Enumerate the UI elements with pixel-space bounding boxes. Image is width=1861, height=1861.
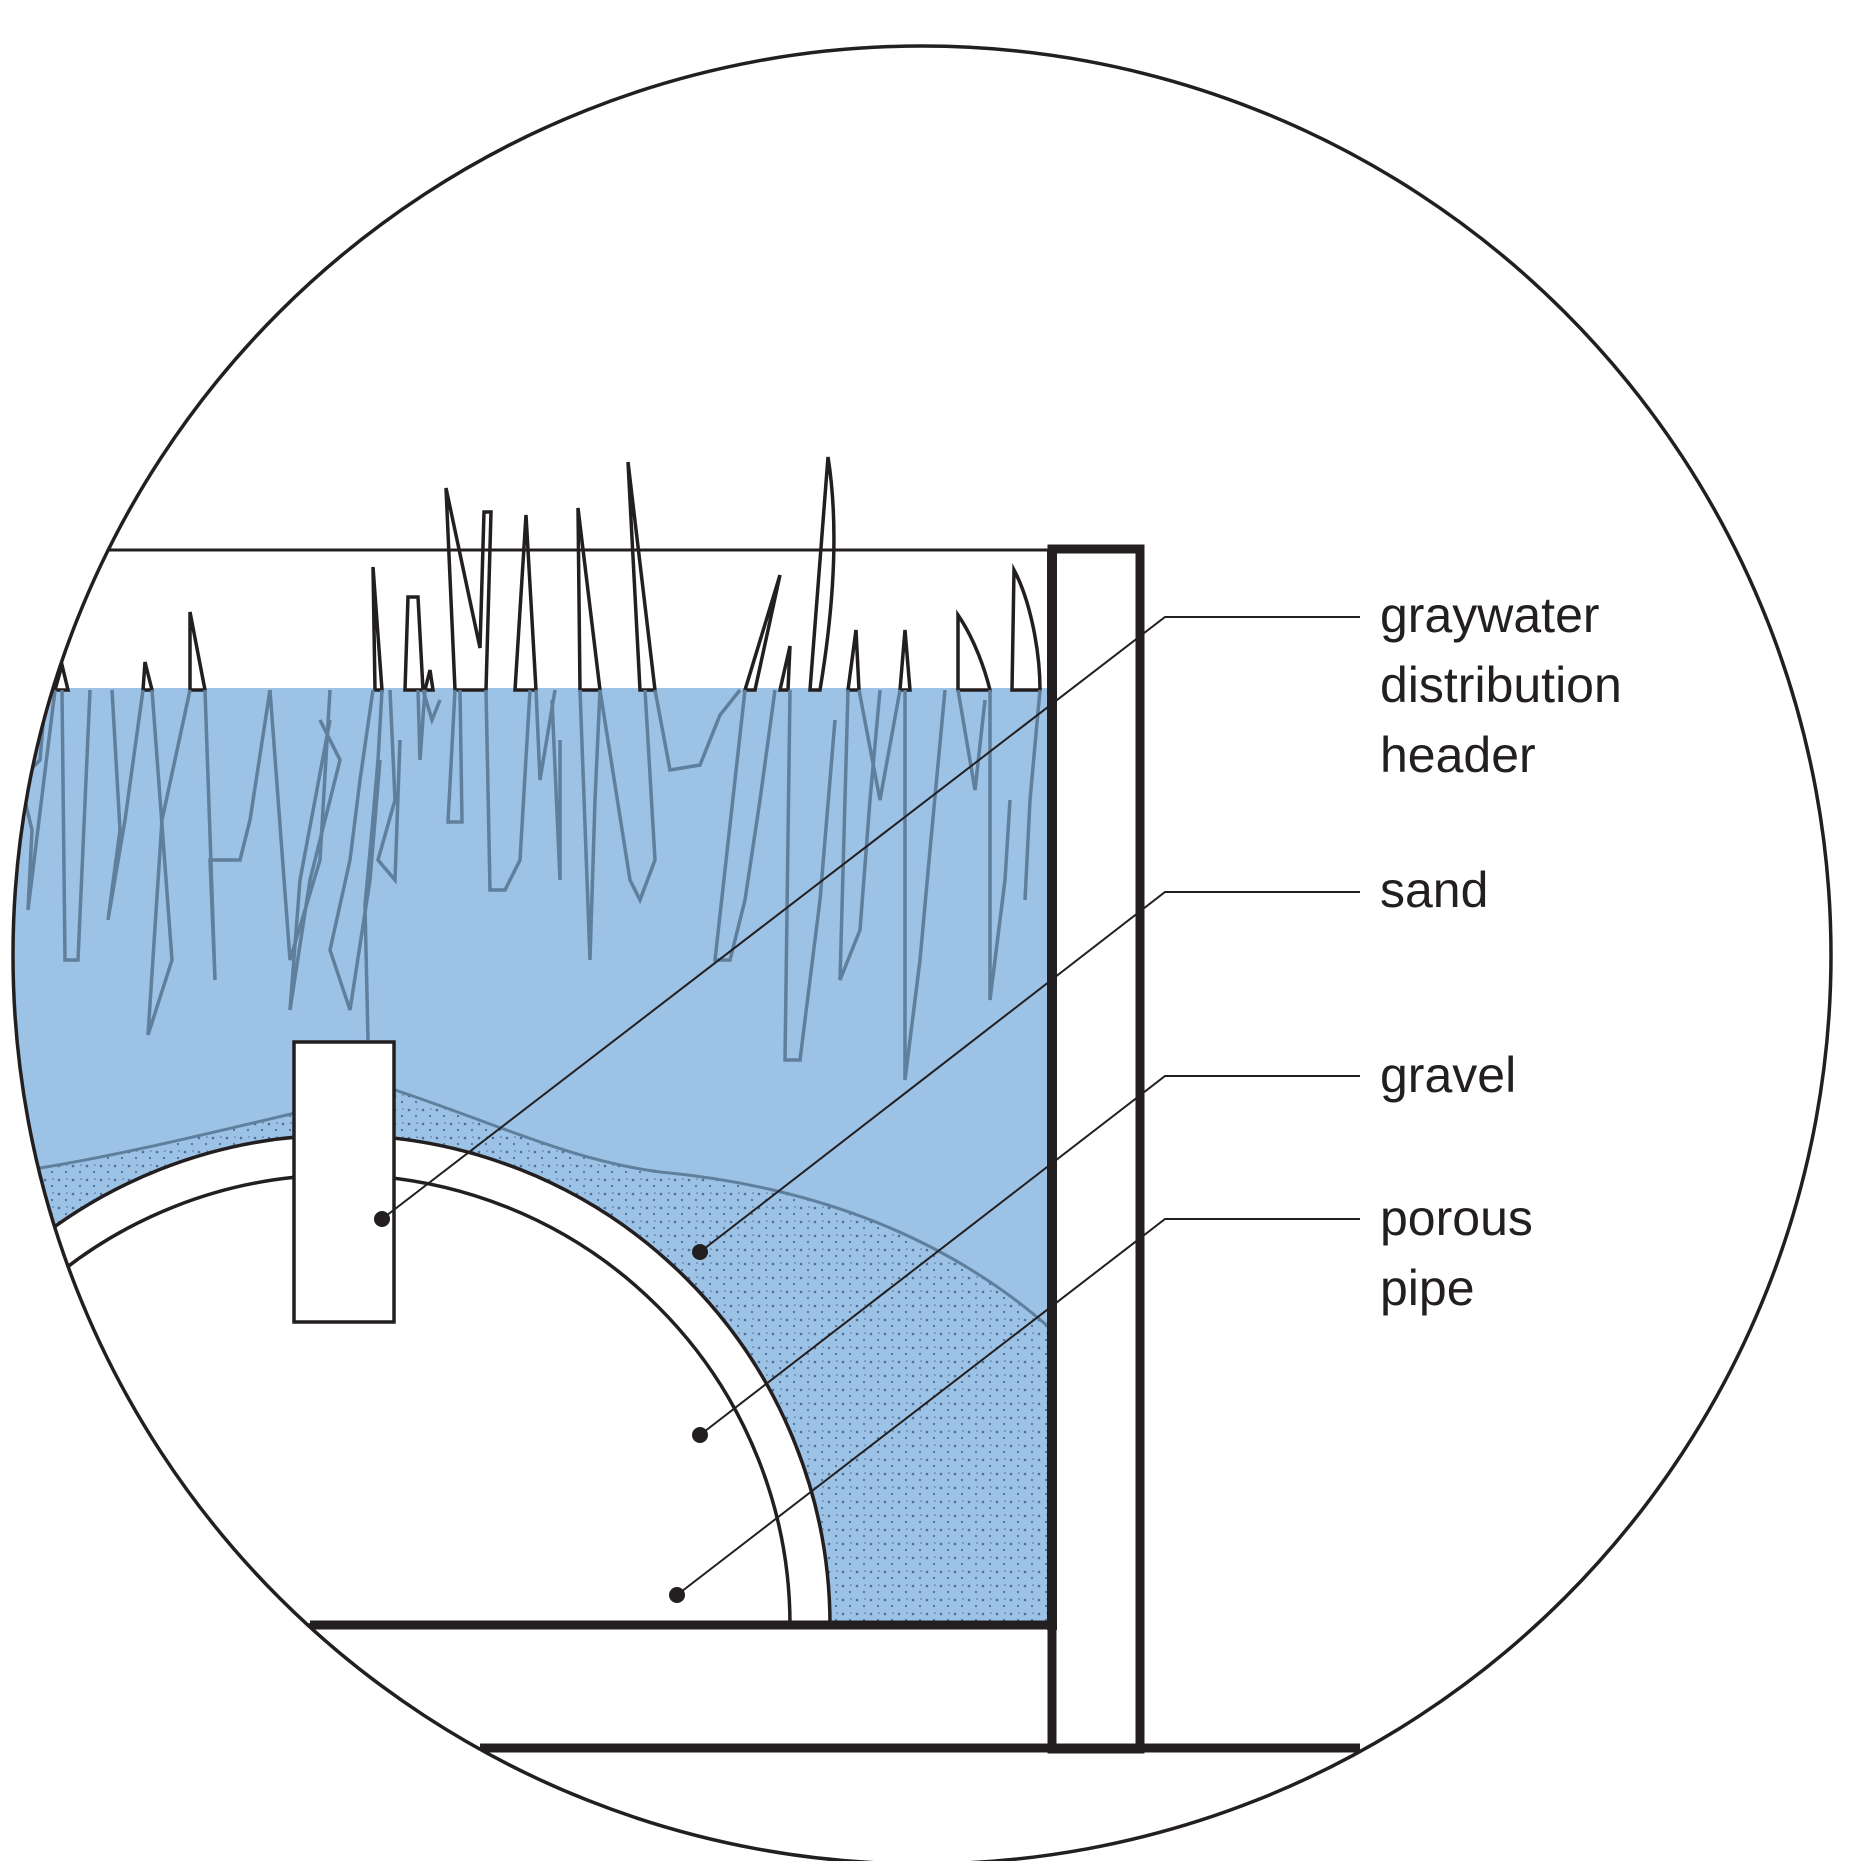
label-gravel: gravel xyxy=(1380,1040,1516,1110)
gravel-marker-dot xyxy=(692,1427,708,1443)
header-marker-dot xyxy=(374,1211,390,1227)
label-porous-pipe: porous pipe xyxy=(1380,1183,1533,1323)
label-sand: sand xyxy=(1380,855,1488,925)
sand-marker-dot xyxy=(692,1244,708,1260)
planter-inner-wall xyxy=(1047,550,1057,1630)
leader-line-sand xyxy=(699,891,1360,1253)
distribution-header-riser xyxy=(292,1040,396,1324)
sand-boundary-line xyxy=(39,1088,1053,1332)
leader-line-header xyxy=(381,616,1360,1220)
leader-lines xyxy=(381,616,1360,1596)
label-graywater-distribution-header: graywater distribution header xyxy=(1380,580,1622,790)
detail-circle-frame xyxy=(11,44,1833,1861)
label-line: header xyxy=(1380,727,1536,783)
pipe-marker-dot xyxy=(669,1587,685,1603)
label-line: graywater xyxy=(1380,587,1600,643)
label-line: pipe xyxy=(1380,1260,1475,1316)
label-line: distribution xyxy=(1380,657,1622,713)
planter-side-wall xyxy=(1047,544,1145,1754)
leader-line-pipe xyxy=(676,1218,1360,1596)
label-line: sand xyxy=(1380,862,1489,918)
label-line: gravel xyxy=(1380,1047,1517,1103)
leader-line-gravel xyxy=(699,1075,1360,1436)
label-line: porous xyxy=(1380,1190,1533,1246)
grass-above-water xyxy=(52,456,1042,692)
grass-submerged xyxy=(18,688,1042,1081)
